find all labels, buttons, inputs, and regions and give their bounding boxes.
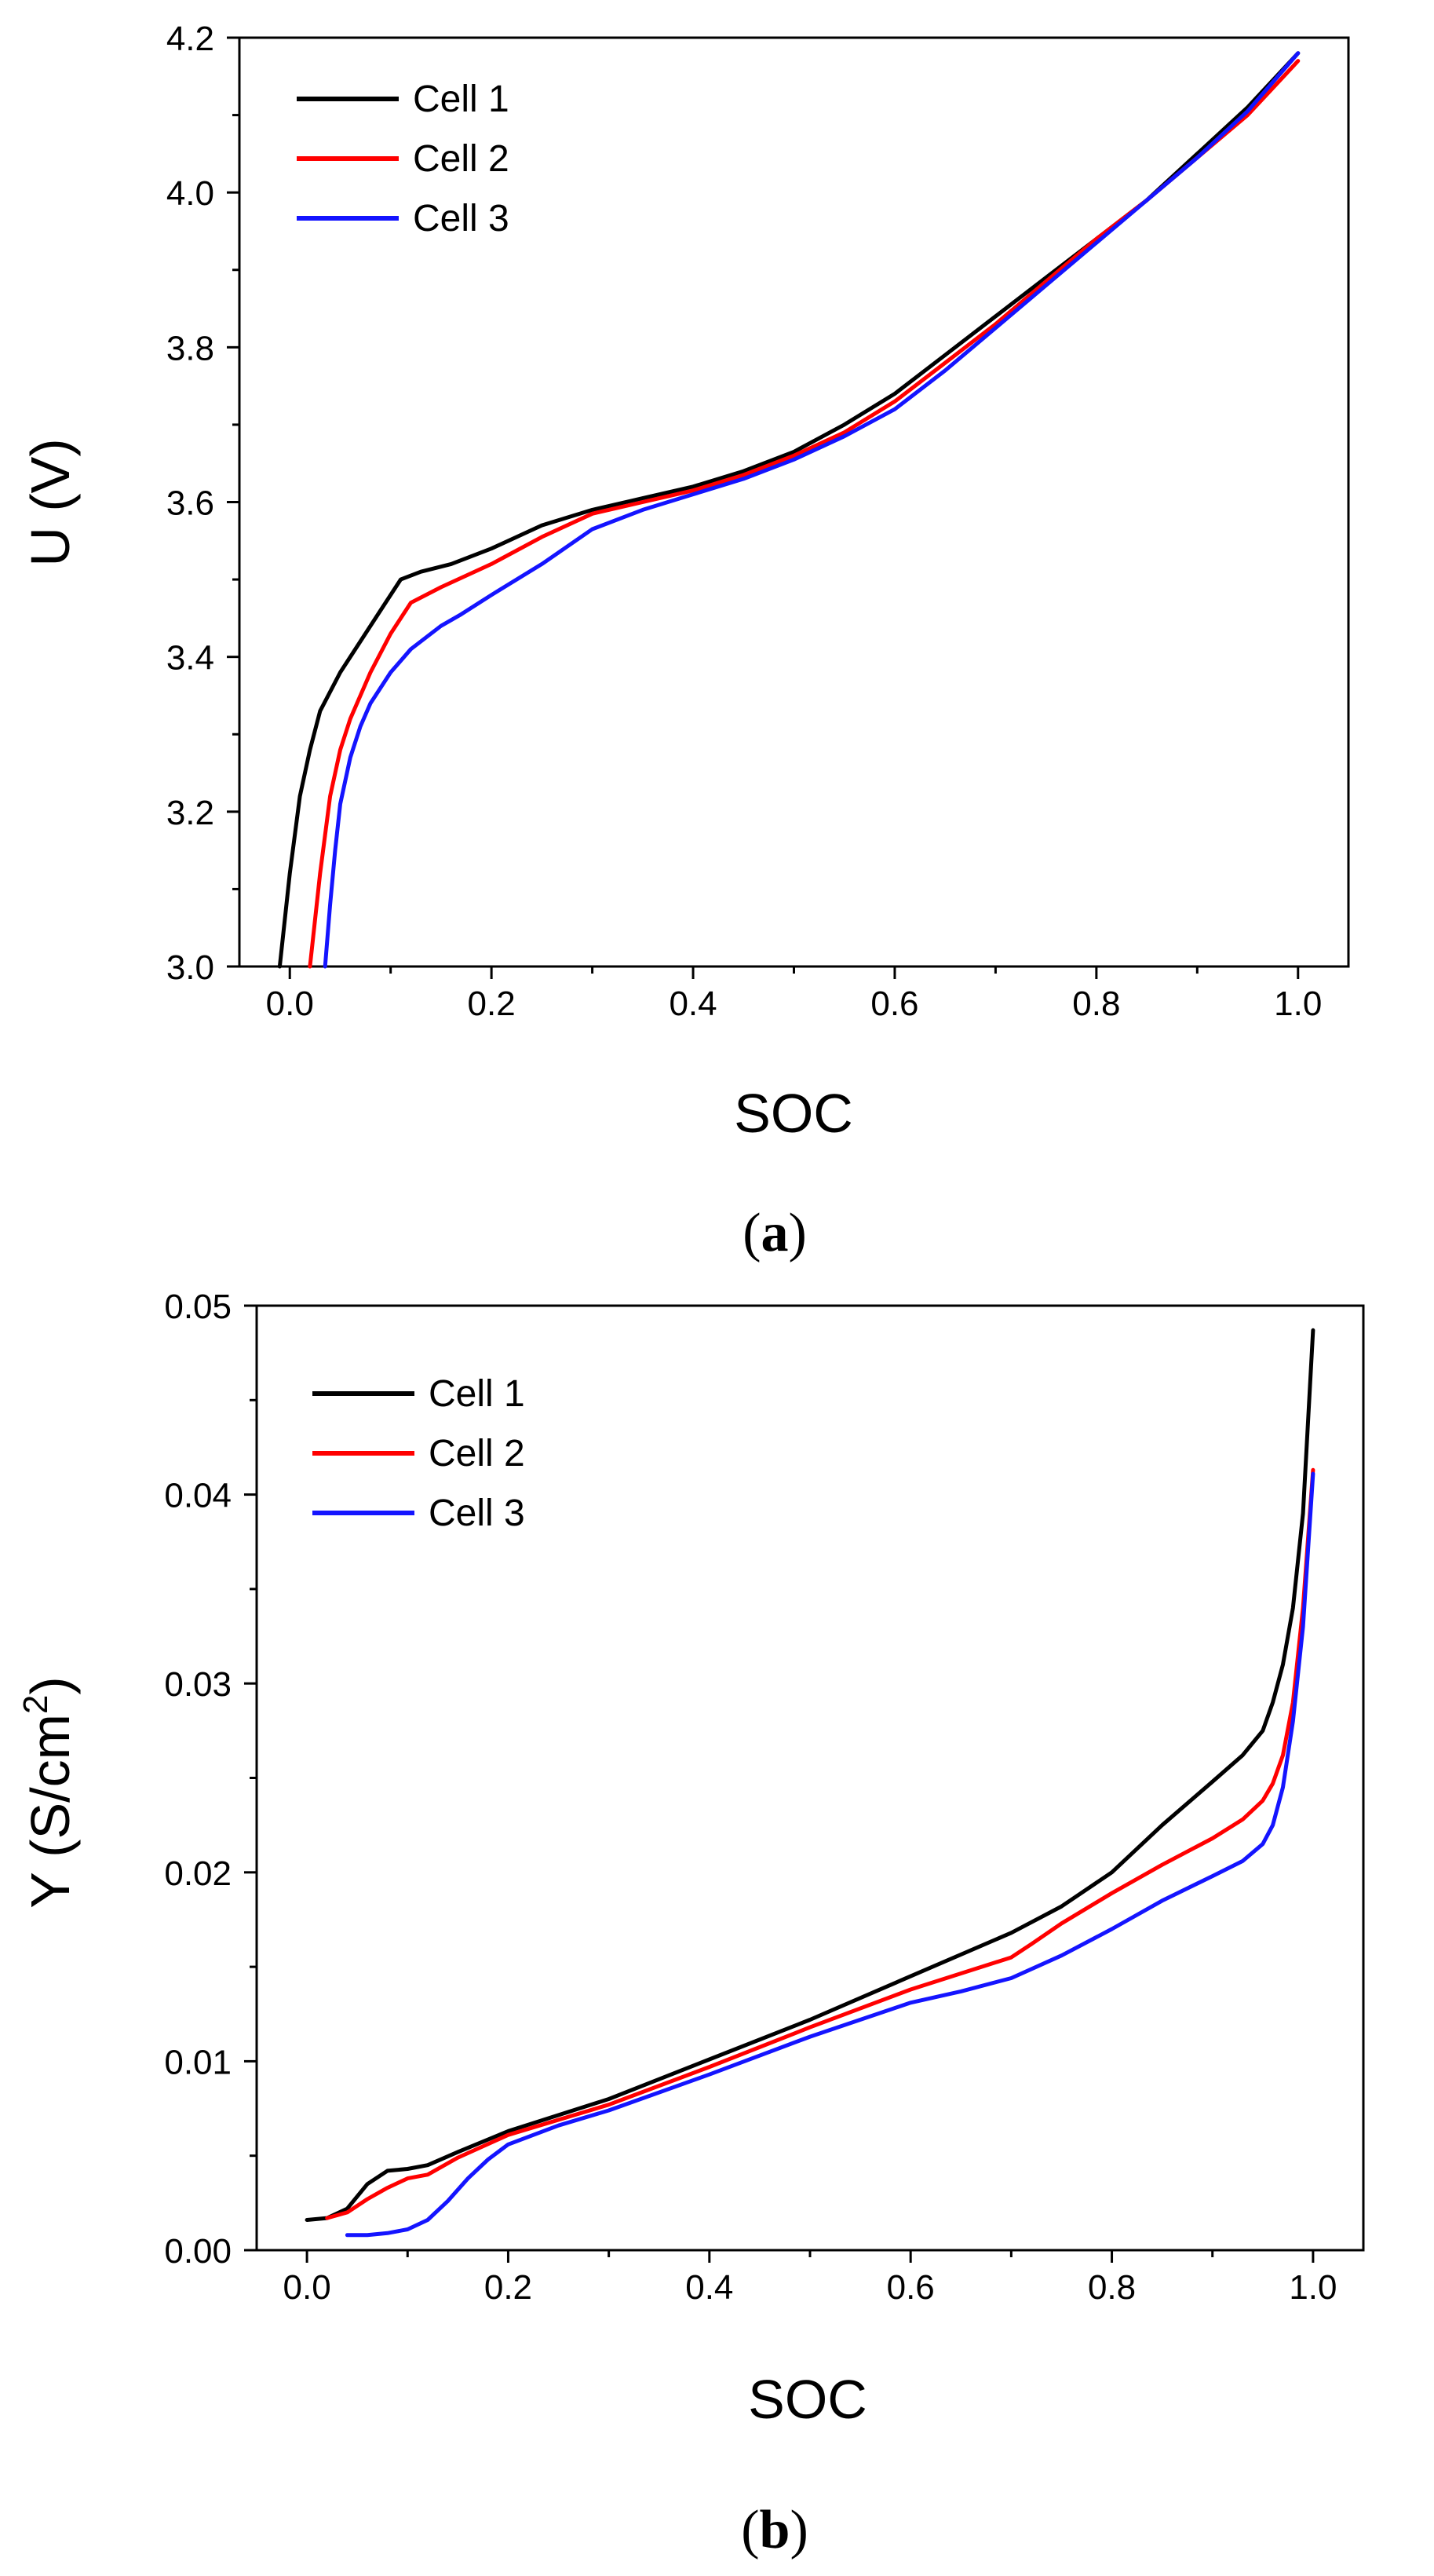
chart-a-legend: Cell 1 Cell 2 Cell 3 <box>297 79 509 239</box>
chart-a-y-axis-title: U (V) <box>20 438 81 566</box>
b-y-tick-label: 0.01 <box>164 2043 232 2081</box>
chart-b-plot-frame <box>255 1304 1365 2252</box>
b-series-line-2 <box>325 1467 1315 2220</box>
panel-b-label: (b) <box>741 2500 808 2560</box>
chart-a-series <box>277 51 1301 969</box>
a-legend-label-1: Cell 1 <box>413 79 509 120</box>
a-y-tick-label: 3.6 <box>166 484 214 523</box>
a-x-tick-label: 0.8 <box>1072 985 1120 1023</box>
b-x-tick-label: 0.6 <box>887 2268 935 2307</box>
chart-b: 0.0 0.2 0.4 0.6 0.8 1.0 0.00 0.01 0.02 0.03 0.04 0.… <box>16 1288 1365 2560</box>
b-x-tick-label: 0.8 <box>1088 2268 1136 2307</box>
b-x-tick-label: 0.0 <box>283 2268 331 2307</box>
a-x-tick-label: 1.0 <box>1274 985 1322 1023</box>
b-series-line-3 <box>345 1471 1315 2238</box>
chart-a-plot-frame <box>238 36 1350 968</box>
a-x-tick-label: 0.4 <box>669 985 717 1023</box>
a-y-tick-label: 3.8 <box>166 329 214 367</box>
b-x-tick-label: 1.0 <box>1289 2268 1337 2307</box>
a-series-line-3 <box>323 51 1301 969</box>
chart-a-x-axis-title: SOC <box>734 1083 853 1144</box>
a-series-line-1 <box>277 51 1301 969</box>
b-y-tick-label: 0.03 <box>164 1665 232 1704</box>
a-series-line-2 <box>308 59 1301 969</box>
b-series-line-1 <box>305 1328 1315 2222</box>
b-legend-label-1: Cell 1 <box>429 1373 525 1415</box>
chart-a-ticks: 0.0 0.2 0.4 0.6 0.8 1.0 3.0 3.2 3.4 3.6 3.8 4.0 4.2 <box>166 20 1323 1023</box>
chart-b-series <box>305 1328 1315 2238</box>
a-legend-label-3: Cell 3 <box>413 198 509 239</box>
b-y-tick-label: 0.04 <box>164 1477 232 1515</box>
a-x-tick-label: 0.6 <box>870 985 918 1023</box>
chart-b-legend: Cell 1 Cell 2 Cell 3 <box>312 1373 525 1534</box>
b-y-tick-label: 0.02 <box>164 1854 232 1893</box>
chart-a: 0.0 0.2 0.4 0.6 0.8 1.03.03.23.43.63.84.04.2 … <box>20 20 1350 1263</box>
a-y-tick-label: 3.4 <box>166 639 214 678</box>
b-legend-label-2: Cell 2 <box>429 1433 525 1474</box>
a-y-tick-label: 3.0 <box>166 948 214 987</box>
panel-a-label: (a) <box>743 1203 807 1263</box>
a-y-tick-label: 4.2 <box>166 20 214 58</box>
b-x-tick-label: 0.4 <box>685 2268 733 2307</box>
chart-b-y-axis-title: Y (S/cm2) <box>16 1676 81 1908</box>
b-legend-label-3: Cell 3 <box>429 1493 525 1534</box>
chart-b-ticks: 0.0 0.2 0.4 0.6 0.8 1.0 0.00 0.01 0.02 0.03 0.04 0.… <box>164 1288 1337 2307</box>
a-y-tick-label: 4.0 <box>166 174 214 213</box>
a-x-tick-label: 0.2 <box>468 985 516 1023</box>
a-legend-label-2: Cell 2 <box>413 138 509 180</box>
a-y-tick-label: 3.2 <box>166 794 214 832</box>
chart-b-x-axis-title: SOC <box>748 2369 867 2430</box>
a-x-tick-label: 0.0 <box>266 985 314 1023</box>
b-y-tick-label: 0.00 <box>164 2232 232 2271</box>
b-y-tick-label: 0.05 <box>164 1288 232 1326</box>
b-x-tick-label: 0.2 <box>484 2268 532 2307</box>
